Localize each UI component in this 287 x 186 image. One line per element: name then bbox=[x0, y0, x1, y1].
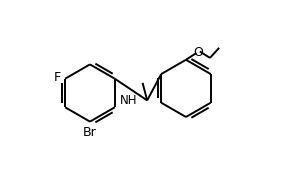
Text: Br: Br bbox=[83, 126, 97, 139]
Text: O: O bbox=[193, 46, 203, 59]
Text: F: F bbox=[54, 71, 61, 84]
Text: NH: NH bbox=[120, 94, 138, 107]
